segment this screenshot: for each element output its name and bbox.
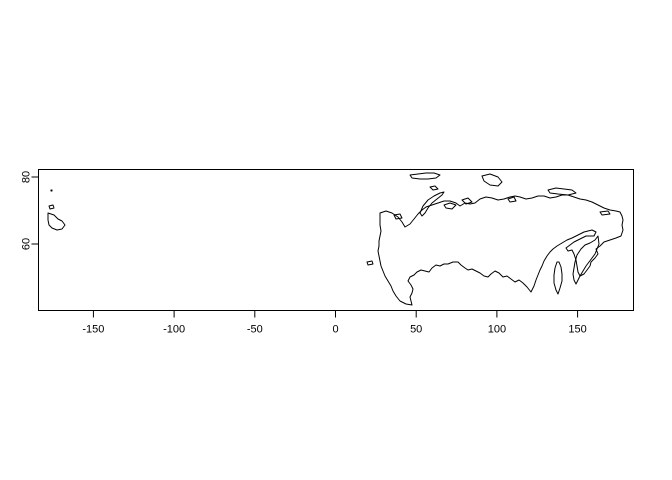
sakhalin-outline: [553, 261, 563, 295]
x-tick-label: -100: [163, 324, 185, 336]
franz-josef-land-islet: [429, 185, 439, 191]
y-axis: 60 80: [21, 171, 39, 250]
franz-josef-land-outline: [409, 172, 441, 180]
x-tick-label: 150: [568, 324, 586, 336]
x-tick-label: 100: [488, 324, 506, 336]
x-tick-label: 50: [410, 324, 422, 336]
kamchatka-outline: [572, 235, 600, 285]
chukotka-west-dot: [50, 189, 53, 192]
wrangel-island-outline: [599, 210, 611, 216]
russia-landmass: [47, 172, 624, 306]
russia-mainland-outline: [377, 194, 624, 306]
y-tick-label: 80: [21, 171, 33, 183]
plot-frame: [38, 169, 634, 311]
laptev-islands-outline: [507, 196, 517, 203]
x-tick-label: -150: [82, 324, 104, 336]
y-tick-label: 60: [21, 238, 33, 250]
severnaya-zemlya-outline: [481, 173, 503, 187]
x-tick-label: 0: [332, 324, 338, 336]
chukotka-west-outline: [47, 212, 66, 231]
x-axis: -150 -100 -50 0 50 100 150: [82, 310, 587, 336]
novaya-zemlya-outline: [419, 191, 445, 217]
kaliningrad-outline: [366, 260, 374, 266]
kolguyev-island-outline: [393, 213, 403, 220]
chukotka-west-islet: [48, 204, 55, 210]
x-tick-label: -50: [247, 324, 263, 336]
new-siberian-islands-outline: [547, 187, 577, 196]
yamal-island-outline: [443, 202, 457, 210]
gydan-island-outline: [461, 197, 473, 205]
